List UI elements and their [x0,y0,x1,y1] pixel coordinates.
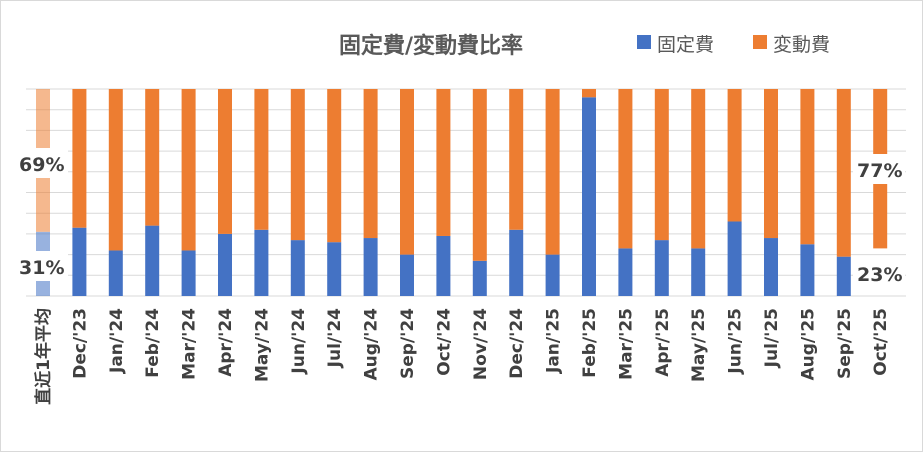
bar-fixed [290,240,305,296]
legend-swatch-variable [753,35,767,49]
data-label-last-fixed: 23% [857,264,902,286]
bar-fixed [727,221,742,296]
legend-swatch-fixed [637,35,651,49]
x-tick-label: 直近1年平均 [33,308,54,405]
data-labels: 69% 31% 77% 23% [16,148,905,288]
chart-title: 固定費/変動費比率 [339,33,523,59]
bar-variable [618,89,633,249]
bar-variable [108,89,123,251]
bar-variable [145,89,160,226]
bar-variable [582,89,596,98]
x-tick-label: Dec/'24 [507,308,527,379]
x-tick-label: Apr/'25 [653,308,673,377]
data-label-average-variable: 69% [19,154,64,176]
label-bg-average-variable [16,148,68,178]
x-tick-label: Jun/'25 [726,308,746,375]
x-tick-label: Oct/'24 [434,308,454,376]
x-tick-label: Sep/'25 [835,308,855,379]
bar-variable [363,89,378,239]
x-tick-label: Jul/'25 [762,308,782,368]
x-tick-labels: 直近1年平均 Dec/'23 Jan/'24 Feb/'24 Mar/'24 Apr/'2… [33,308,891,405]
bar-variable [836,89,851,257]
data-label-average-fixed: 31% [19,257,64,279]
bar-fixed [436,235,451,296]
x-tick-label: May/'24 [252,308,272,382]
bar-fixed [400,254,414,296]
x-tick-label: Apr/'24 [216,308,236,377]
bar-fixed [691,248,706,296]
bar-variable [654,89,669,241]
bar-fixed [509,229,524,296]
bar-fixed [800,244,815,296]
bar-fixed [254,229,269,296]
gridlines [26,88,906,297]
bar-variable [327,89,342,243]
bar-fixed [363,238,378,296]
data-label-last-variable: 77% [857,160,902,182]
x-tick-label: Jan/'24 [107,308,127,374]
x-tick-label: Aug/'25 [798,308,818,381]
bar-variable [545,89,560,255]
label-bg-last-fixed [853,258,905,288]
x-tick-label: Sep/'24 [398,308,418,379]
bar-fixed [108,250,123,296]
bar-variable [472,89,487,261]
label-bg-last-variable [853,154,905,184]
bar-variable [800,89,815,245]
bar-fixed [654,240,669,296]
bar-fixed [545,254,560,296]
x-tick-label: Mar/'24 [180,308,200,380]
x-tick-label: Mar/'25 [616,308,636,380]
bar-variable [72,89,87,228]
x-tick-label: Feb/'25 [580,308,600,378]
bar-fixed [618,248,633,296]
bar-fixed [764,238,778,296]
bar-variable [400,89,414,255]
x-tick-label: Nov/'24 [471,308,491,380]
x-tick-label: Jun/'24 [289,308,309,375]
bar-variable [727,89,742,222]
x-tick-label: Jul/'24 [325,308,345,368]
legend-label-fixed: 固定費 [657,34,714,56]
bar-fixed [836,256,851,296]
x-tick-label: Feb/'24 [143,308,163,378]
bar-variable [181,89,196,251]
legend-label-variable: 変動費 [773,34,830,56]
bar-variable [436,89,451,236]
bar-variable [691,89,706,249]
legend: 固定費 変動費 [637,34,830,56]
bar-fixed [582,97,596,296]
bar-fixed [181,250,196,296]
x-tick-label: Dec/'23 [70,308,90,379]
bar-fixed [472,260,487,296]
bar-variable [509,89,524,230]
bar-fixed [327,242,342,296]
bar-fixed [72,227,87,296]
label-bg-average-fixed [16,251,68,281]
bar-variable [254,89,269,230]
bar-variable [290,89,305,241]
bar-variable [218,89,232,234]
x-tick-label: Aug/'24 [362,308,382,381]
x-tick-label: May/'25 [689,308,709,382]
x-tick-label: Jan/'25 [544,308,564,374]
bar-fixed [145,225,160,296]
bar-variable [764,89,778,239]
bar-fixed [218,233,232,296]
x-tick-label: Oct/'25 [871,308,891,376]
